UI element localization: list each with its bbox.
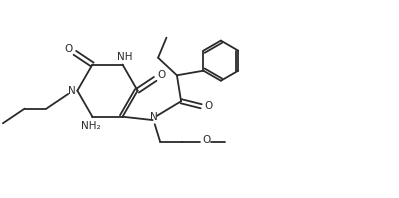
Text: O: O [205,101,213,111]
Text: N: N [150,112,158,122]
Text: NH: NH [117,52,132,62]
Text: O: O [158,70,166,80]
Text: NH₂: NH₂ [81,121,100,131]
Text: N: N [67,87,75,96]
Text: O: O [202,135,210,145]
Text: O: O [64,44,72,54]
